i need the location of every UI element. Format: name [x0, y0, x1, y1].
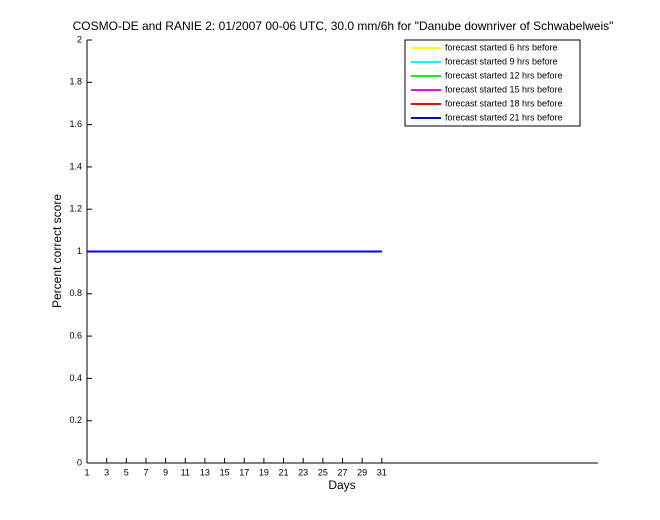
y-tick-label: 0.2 — [69, 415, 82, 425]
x-tick-label: 25 — [318, 467, 328, 477]
legend-label: forecast started 21 hrs before — [445, 112, 563, 122]
x-tick-label: 9 — [163, 467, 168, 477]
y-tick-label: 1.6 — [69, 119, 82, 129]
x-tick-label: 1 — [84, 467, 89, 477]
x-tick-label: 23 — [298, 467, 308, 477]
x-tick-label: 31 — [377, 467, 387, 477]
x-tick-label: 21 — [279, 467, 289, 477]
y-tick-label: 2 — [77, 34, 82, 44]
legend-label: forecast started 18 hrs before — [445, 98, 563, 108]
legend-label: forecast started 6 hrs before — [445, 42, 558, 52]
x-tick-label: 7 — [143, 467, 148, 477]
y-tick-label: 0 — [77, 457, 82, 467]
legend-label: forecast started 12 hrs before — [445, 70, 563, 80]
legend-label: forecast started 15 hrs before — [445, 84, 563, 94]
x-axis-label: Days — [328, 478, 355, 492]
x-tick-label: 17 — [239, 467, 249, 477]
y-tick-label: 1.4 — [69, 161, 82, 171]
x-tick-label: 13 — [200, 467, 210, 477]
chart-title: COSMO-DE and RANIE 2: 01/2007 00-06 UTC,… — [73, 19, 614, 33]
x-tick-label: 19 — [259, 467, 269, 477]
x-tick-label: 27 — [337, 467, 347, 477]
x-tick-label: 15 — [220, 467, 230, 477]
y-tick-label: 0.4 — [69, 373, 82, 383]
legend-label: forecast started 9 hrs before — [445, 56, 558, 66]
x-tick-label: 11 — [181, 467, 190, 477]
x-tick-label: 5 — [124, 467, 129, 477]
y-tick-label: 1.2 — [69, 204, 82, 214]
y-tick-label: 1.8 — [69, 77, 82, 87]
y-tick-label: 1 — [77, 246, 82, 256]
y-axis-label: Percent correct score — [50, 194, 64, 308]
y-tick-label: 0.8 — [69, 288, 82, 298]
y-tick-label: 0.6 — [69, 330, 82, 340]
x-tick-label: 3 — [104, 467, 109, 477]
legend-box — [404, 39, 581, 127]
x-tick-label: 29 — [357, 467, 367, 477]
